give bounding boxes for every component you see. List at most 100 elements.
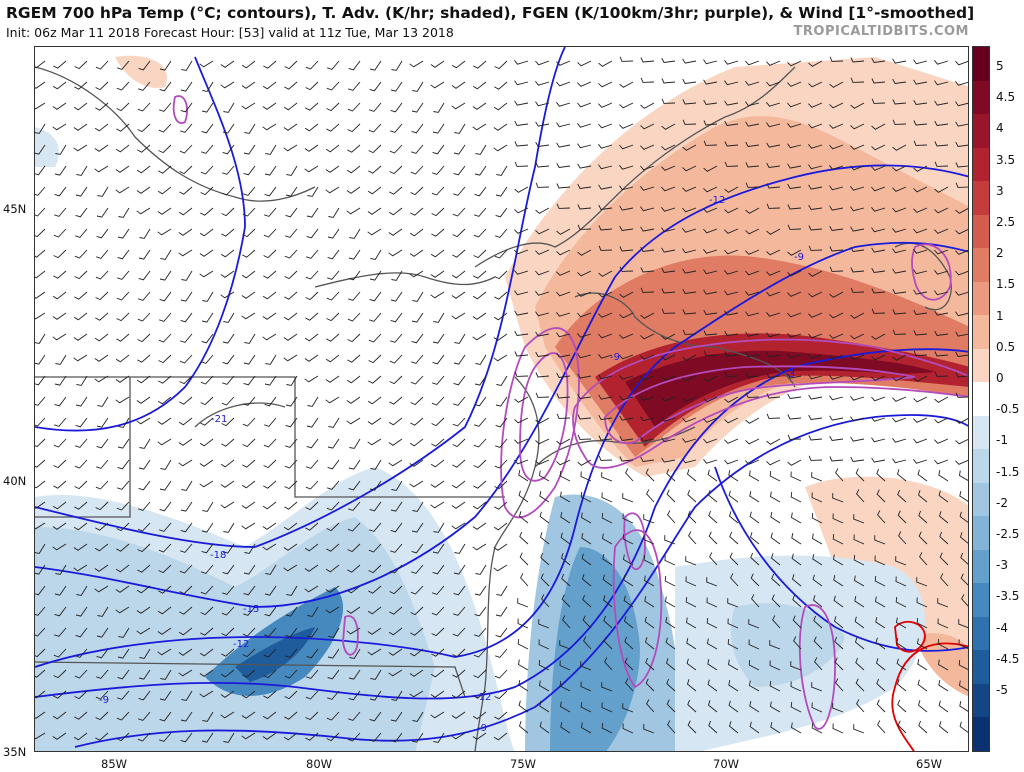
wind-barb (431, 648, 445, 657)
wind-barb (750, 573, 760, 587)
wind-barb (35, 165, 46, 176)
wind-barb (55, 144, 67, 155)
wind-barb (178, 669, 193, 677)
wind-barb (241, 291, 256, 299)
wind-barb (306, 627, 319, 638)
wind-barb (745, 291, 760, 296)
wind-barb (535, 101, 550, 107)
wind-barb (871, 267, 886, 273)
wind-barb (661, 354, 676, 361)
wind-barb (347, 522, 361, 532)
wind-barb (724, 141, 739, 147)
wind-barb (199, 438, 214, 447)
wind-barb (116, 312, 130, 322)
wind-barb (286, 585, 298, 596)
wind-barb (875, 596, 886, 608)
wind-barb (495, 207, 508, 218)
wind-barb (892, 99, 907, 105)
wind-barb (368, 144, 382, 154)
wind-barb (199, 459, 214, 467)
wind-barb (556, 393, 571, 399)
wind-barb (115, 585, 130, 593)
wind-barb (913, 459, 928, 464)
wind-barb (283, 564, 298, 572)
wind-barb (53, 648, 67, 658)
wind-barb (682, 207, 697, 213)
wind-barb (117, 438, 130, 449)
wind-barb (178, 438, 193, 446)
contour-label: -18 (210, 550, 226, 561)
wind-barb (369, 732, 382, 742)
wind-barb (955, 81, 968, 86)
wind-barb (682, 268, 697, 274)
wind-barb (577, 434, 592, 440)
wind-barb (640, 186, 655, 191)
wind-barb (243, 375, 256, 386)
colorbar-segment (973, 549, 989, 584)
wind-barb (598, 435, 613, 441)
wind-barb (430, 669, 445, 678)
wind-barb (850, 456, 865, 462)
wind-barb (562, 615, 571, 629)
wind-barb (960, 573, 968, 586)
wind-barb (138, 501, 151, 511)
wind-barb (222, 144, 235, 155)
wind-barb (724, 438, 739, 444)
map-subtitle: Init: 06z Mar 11 2018 Forecast Hour: [53… (6, 25, 454, 40)
wind-barb (934, 80, 949, 86)
wind-barb (895, 576, 907, 587)
wind-barb (913, 438, 928, 444)
wind-barb (955, 60, 968, 66)
wind-barb (35, 501, 46, 509)
wind-barb (518, 490, 529, 503)
wind-barb (200, 417, 214, 426)
wind-barb (35, 396, 46, 406)
wind-barb (829, 123, 844, 129)
wind-barb (535, 182, 550, 188)
wind-barb (850, 77, 865, 83)
wind-barb (955, 228, 968, 235)
wind-barb (263, 60, 277, 69)
wind-barb (389, 186, 403, 195)
wind-barb (76, 375, 88, 386)
wind-barb (913, 269, 928, 275)
wind-barb (787, 393, 802, 399)
wind-barb (388, 669, 403, 677)
wind-barb (598, 144, 613, 149)
wind-barb (745, 270, 760, 276)
wind-barb (601, 472, 613, 482)
wind-barb (556, 249, 571, 256)
wind-barb (580, 471, 592, 482)
colorbar-label: 3 (996, 183, 1004, 198)
colorbar-label: -2 (996, 495, 1008, 510)
wind-barb (409, 669, 424, 677)
wind-barb (118, 207, 130, 218)
weather-map: -21 -18 -15 -12 -9 -12 -9 -9 -3 -12 -9 (34, 46, 969, 752)
wind-barb (53, 228, 67, 238)
wind-barb (158, 375, 172, 384)
wind-barb (892, 207, 907, 213)
wind-barb (452, 669, 466, 678)
wind-barb (494, 291, 508, 300)
wind-barb (474, 585, 487, 596)
wind-barb (790, 491, 802, 503)
wind-barb (157, 396, 172, 405)
wind-barb (200, 375, 214, 385)
wind-barb (896, 469, 907, 482)
wind-barb (686, 679, 697, 692)
wind-barb (138, 459, 151, 470)
wind-barb (453, 585, 466, 596)
wind-barb (514, 60, 529, 65)
wind-barb (242, 648, 256, 658)
wind-barb (115, 144, 130, 153)
wind-barb (52, 102, 67, 110)
wind-barb (35, 291, 46, 299)
wind-barb (871, 247, 886, 253)
colorbar-label: -3.5 (996, 589, 1020, 604)
wind-barb (709, 552, 718, 566)
wind-barb (452, 648, 466, 658)
wind-barb (35, 732, 46, 740)
wind-barb (829, 333, 844, 339)
wind-barb (623, 554, 634, 566)
wind-barb (937, 638, 949, 650)
